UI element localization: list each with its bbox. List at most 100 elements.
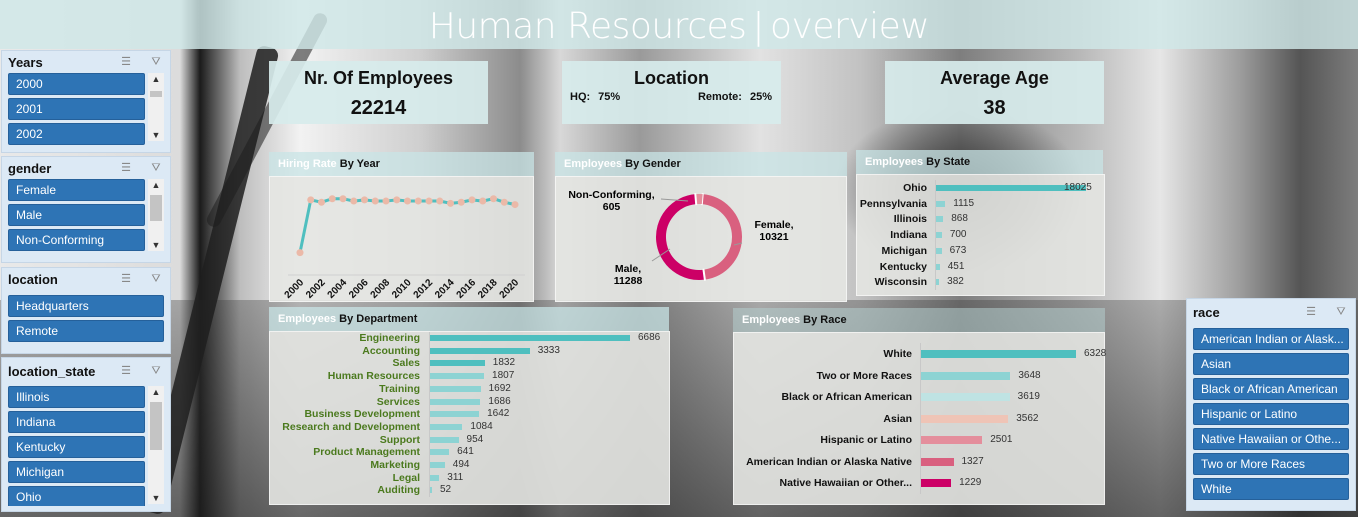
- department-label: Support: [379, 433, 420, 446]
- multi-select-icon[interactable]: ☰: [1306, 306, 1316, 318]
- slicer-item[interactable]: Kentucky: [8, 436, 145, 458]
- race-bar-chart: White 6328 Two or More Races 3648 Black or A…: [733, 332, 1106, 505]
- clear-filter-icon[interactable]: ⛛: [151, 365, 161, 377]
- clear-filter-icon[interactable]: ⛛: [151, 273, 161, 285]
- title-separator: |: [752, 6, 765, 47]
- slicer-item[interactable]: Headquarters: [8, 295, 164, 317]
- slicer-years: Years ☰ ⛛ 2000 2001 2002 ▲ ▼: [1, 50, 171, 153]
- department-bar: [430, 462, 445, 468]
- svg-text:2016: 2016: [455, 277, 479, 301]
- svg-text:2008: 2008: [369, 277, 393, 301]
- slicer-title: Years: [8, 54, 43, 70]
- state-value: 451: [947, 260, 965, 272]
- department-bar: [430, 347, 530, 354]
- scroll-down-icon[interactable]: ▼: [151, 240, 161, 250]
- race-value: 2501: [990, 434, 1013, 445]
- department-label: Marketing: [370, 459, 420, 471]
- multi-select-icon[interactable]: ☰: [121, 162, 131, 174]
- state-bar: [936, 279, 940, 286]
- department-label: Auditing: [377, 484, 420, 497]
- race-label: Hispanic or Latino: [820, 434, 912, 446]
- department-label: Legal: [392, 471, 420, 484]
- state-value: 382: [947, 276, 964, 288]
- department-label: Accounting: [362, 344, 420, 357]
- slicer-item[interactable]: Indiana: [8, 411, 145, 433]
- scroll-down-icon[interactable]: ▼: [151, 493, 161, 503]
- scroll-down-icon[interactable]: ▼: [151, 130, 161, 140]
- hiring-chart-header: Hiring Rate By Year: [269, 152, 534, 176]
- slicer-scrollbar[interactable]: ▲ ▼: [148, 386, 164, 504]
- page-title: Human Resources | overview: [0, 6, 1358, 47]
- slicer-item[interactable]: Ohio: [8, 486, 145, 506]
- clear-filter-icon[interactable]: ⛛: [1336, 306, 1346, 318]
- clear-filter-icon[interactable]: ⛛: [151, 56, 161, 68]
- race-label: Asian: [883, 412, 912, 425]
- kpi-age-title: Average Age: [940, 68, 1049, 88]
- scroll-up-icon[interactable]: ▲: [151, 74, 161, 84]
- slicer-item[interactable]: Two or More Races: [1193, 453, 1349, 475]
- slicer-item[interactable]: Illinois: [8, 386, 145, 408]
- race-label: Native Hawaiian or Other...: [779, 477, 912, 489]
- scroll-thumb[interactable]: [150, 91, 162, 97]
- hiring-rate-line: 2000200220042006200820102012201420162018…: [283, 195, 525, 301]
- race-label: Two or More Races: [816, 369, 913, 382]
- slicer-item[interactable]: Native Hawaiian or Othe...: [1193, 428, 1349, 450]
- race-value: 1229: [959, 477, 982, 488]
- department-bar: [430, 398, 481, 405]
- multi-select-icon[interactable]: ☰: [121, 273, 131, 285]
- state-value: 673: [949, 244, 967, 256]
- department-bar: [430, 449, 450, 456]
- axis-line: [429, 331, 430, 497]
- slicer-item[interactable]: Asian: [1193, 353, 1349, 375]
- gender-label-female: Female, 10321: [754, 219, 794, 243]
- gender-chart-header: Employees By Gender: [555, 152, 847, 176]
- state-bar: [936, 200, 946, 207]
- department-value: 1084: [470, 420, 493, 432]
- clear-filter-icon[interactable]: ⛛: [151, 162, 161, 174]
- slicer-scrollbar[interactable]: ▲ ▼: [148, 179, 164, 251]
- slicer-item[interactable]: Male: [8, 204, 145, 226]
- slicer-item[interactable]: Female: [8, 179, 145, 201]
- race-value: 3562: [1016, 412, 1039, 424]
- state-bar: [936, 185, 1086, 191]
- department-value: 311: [447, 471, 464, 483]
- scroll-thumb[interactable]: [150, 402, 162, 450]
- state-label: Michigan: [881, 244, 927, 257]
- state-label: Ohio: [903, 182, 927, 194]
- department-bar: [430, 423, 463, 430]
- slicer-scrollbar[interactable]: ▲ ▼: [148, 73, 164, 141]
- axis-line: [920, 343, 921, 494]
- slicer-item[interactable]: Michigan: [8, 461, 145, 483]
- department-value: 494: [452, 459, 470, 470]
- slicer-item[interactable]: Black or African American: [1193, 378, 1349, 400]
- slicer-item[interactable]: 2001: [8, 98, 145, 120]
- slicer-item[interactable]: White: [1193, 478, 1349, 500]
- multi-select-icon[interactable]: ☰: [121, 365, 131, 377]
- race-bar: [921, 393, 1010, 401]
- scroll-up-icon[interactable]: ▲: [151, 387, 161, 397]
- svg-text:2018: 2018: [476, 277, 500, 301]
- scroll-up-icon[interactable]: ▲: [151, 180, 161, 190]
- slicer-item[interactable]: 2000: [8, 73, 145, 95]
- scroll-thumb[interactable]: [150, 195, 162, 221]
- slicer-item[interactable]: American Indian or Alask...: [1193, 328, 1349, 350]
- state-bar-chart: Ohio 18025 Pennsylvania 1115 Illinois 868 Indi…: [856, 174, 1105, 296]
- department-bar: [430, 385, 481, 392]
- slicer-item[interactable]: Hispanic or Latino: [1193, 403, 1349, 425]
- kpi-location-split: HQ: 75% Remote: 25%: [562, 91, 781, 103]
- state-label: Wisconsin: [874, 276, 927, 289]
- slicer-location: location ☰ ⛛ Headquarters Remote: [1, 267, 171, 354]
- hiring-rate-chart: 2000 2002 2004 2006 2008 2010 2012 2014 2016 2018…: [269, 176, 534, 302]
- slicer-item[interactable]: 2002: [8, 123, 145, 145]
- department-label: Product Management: [313, 446, 420, 459]
- state-chart-header: Employees By State: [856, 150, 1103, 174]
- multi-select-icon[interactable]: ☰: [121, 56, 131, 68]
- kpi-hq: HQ: 75%: [570, 91, 621, 103]
- slicer-item[interactable]: Non-Conforming: [8, 229, 145, 251]
- slicer-item[interactable]: Remote: [8, 320, 164, 342]
- race-label: American Indian or Alaska Native: [746, 455, 912, 468]
- race-chart-header: Employees By Race: [733, 308, 1105, 332]
- department-value: 641: [457, 446, 474, 458]
- race-value: 3648: [1018, 369, 1041, 381]
- department-bar: [430, 487, 432, 494]
